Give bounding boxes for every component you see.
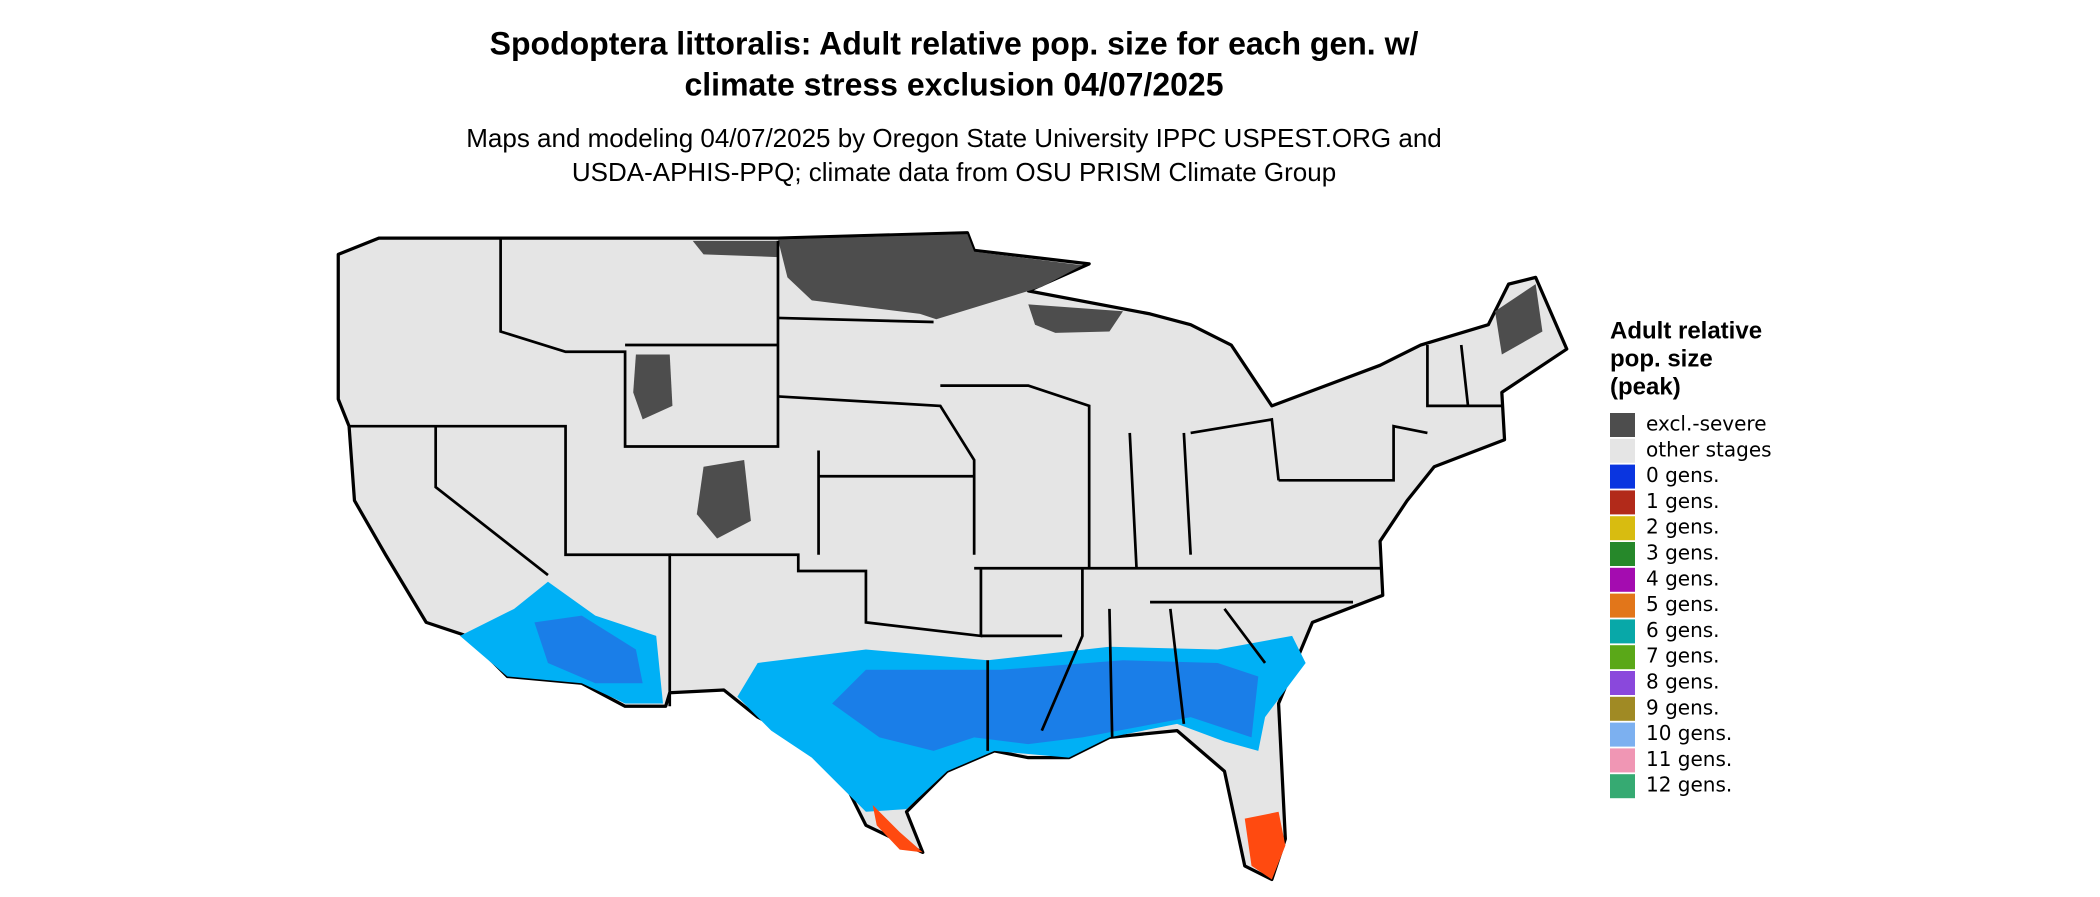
excluded-wisconsin xyxy=(1028,304,1123,333)
subtitle: USDA-APHIS-PPQ; climate data from OSU PR… xyxy=(572,157,1336,187)
legend-swatch xyxy=(1610,464,1635,489)
legend-label: 2 gens. xyxy=(1646,515,1720,539)
legend-swatch xyxy=(1610,567,1635,592)
legend-swatch xyxy=(1610,696,1635,721)
legend-title: pop. size xyxy=(1610,345,1713,372)
subtitle: Maps and modeling 04/07/2025 by Oregon S… xyxy=(466,123,1442,153)
legend-label: excl.-severe xyxy=(1646,412,1767,436)
legend-label: 9 gens. xyxy=(1646,695,1720,719)
title: climate stress exclusion 04/07/2025 xyxy=(684,66,1223,102)
gens-south-dark xyxy=(832,660,1259,751)
gens-florida-tip xyxy=(1244,811,1286,880)
excluded-wyoming xyxy=(633,354,673,420)
legend-title: (peak) xyxy=(1610,373,1681,400)
legend-swatch xyxy=(1610,593,1635,618)
excluded-northeast xyxy=(1495,284,1543,355)
legend-swatch xyxy=(1610,619,1635,644)
excluded-north xyxy=(777,234,1083,320)
legend-swatch xyxy=(1610,438,1635,463)
state-borders xyxy=(349,238,1502,751)
legend-label: 6 gens. xyxy=(1646,618,1720,642)
legend-swatch xyxy=(1610,645,1635,670)
legend-title: Adult relative xyxy=(1610,317,1762,344)
legend-label: 1 gens. xyxy=(1646,489,1720,513)
legend-swatch xyxy=(1610,490,1635,515)
gens-texas-tip xyxy=(872,805,923,853)
header: Spodoptera littoralis: Adult relative po… xyxy=(466,25,1442,186)
legend-label: other stages xyxy=(1646,437,1772,461)
gens-southwest-dark xyxy=(534,615,643,684)
legend-swatch xyxy=(1610,748,1635,773)
legend-swatch xyxy=(1610,671,1635,695)
legend-swatch xyxy=(1610,542,1635,566)
legend-swatch xyxy=(1610,413,1635,437)
legend-label: 5 gens. xyxy=(1646,592,1720,616)
excluded-colorado xyxy=(696,460,751,539)
excluded-montana xyxy=(692,240,778,258)
title: Spodoptera littoralis: Adult relative po… xyxy=(490,25,1419,61)
legend-label: 11 gens. xyxy=(1646,747,1732,771)
legend-label: 3 gens. xyxy=(1646,541,1720,565)
legend-label: 0 gens. xyxy=(1646,463,1720,487)
legend-swatch xyxy=(1610,516,1635,541)
legend-swatch xyxy=(1610,774,1635,799)
legend-label: 4 gens. xyxy=(1646,566,1720,590)
us-map xyxy=(336,231,1569,882)
legend-label: 10 gens. xyxy=(1646,721,1732,745)
legend-label: 8 gens. xyxy=(1646,670,1720,694)
legend-swatch xyxy=(1610,722,1635,747)
legend-label: 7 gens. xyxy=(1646,644,1720,668)
legend-label: 12 gens. xyxy=(1646,773,1732,797)
